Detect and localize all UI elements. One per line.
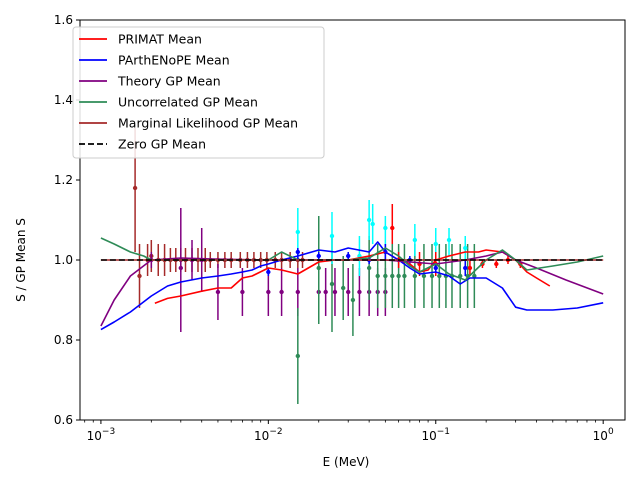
y-tick-label: 1.6 xyxy=(54,13,73,27)
y-axis-label: S / GP Mean S xyxy=(14,218,28,302)
data-point xyxy=(295,353,301,359)
x-axis-label: E (MeV) xyxy=(323,455,370,469)
data-point xyxy=(132,185,138,191)
data-point xyxy=(433,265,438,271)
data-point xyxy=(329,281,335,287)
data-point xyxy=(383,225,388,231)
data-point xyxy=(346,253,351,259)
data-point xyxy=(396,273,401,279)
data-point xyxy=(137,273,142,279)
legend-label: Uncorrelated GP Mean xyxy=(118,95,258,110)
y-tick-label: 1.2 xyxy=(54,173,73,187)
data-point xyxy=(295,229,301,235)
x-tick-exponent: 0 xyxy=(608,427,614,437)
data-point xyxy=(357,289,362,295)
data-point xyxy=(346,289,351,295)
legend-box xyxy=(72,26,325,159)
data-point xyxy=(240,289,245,295)
data-point xyxy=(366,265,372,271)
data-point xyxy=(366,217,372,223)
data-point xyxy=(295,289,301,295)
data-point xyxy=(383,273,388,279)
data-point xyxy=(316,265,321,271)
data-point xyxy=(215,289,221,295)
data-point xyxy=(421,273,427,279)
x-tick-exponent: −1 xyxy=(437,427,450,437)
series-line xyxy=(100,241,604,331)
data-point xyxy=(295,249,301,255)
data-point xyxy=(178,265,183,271)
legend-label: Marginal Likelihood GP Mean xyxy=(118,116,298,131)
legend-label: PArthENoPE Mean xyxy=(118,53,230,68)
data-point xyxy=(266,289,271,295)
y-tick-label: 1.4 xyxy=(54,93,73,107)
x-tick-exponent: −2 xyxy=(269,427,282,437)
data-point xyxy=(316,253,321,259)
plot-data xyxy=(100,128,604,404)
data-point xyxy=(390,225,395,231)
y-tick-label: 1.0 xyxy=(54,253,73,267)
data-point xyxy=(437,273,442,279)
legend-label: PRIMAT Mean xyxy=(118,32,202,47)
data-point xyxy=(332,289,338,295)
data-point xyxy=(341,285,346,291)
y-tick-label: 0.6 xyxy=(54,413,73,427)
data-point xyxy=(412,237,418,243)
data-point xyxy=(472,273,477,279)
data-point xyxy=(329,233,335,239)
data-point xyxy=(494,261,499,267)
data-point xyxy=(463,265,468,271)
legend: PRIMAT Mean PArthENoPE Mean Theory GP Mean… xyxy=(72,26,325,159)
data-point xyxy=(463,245,468,251)
data-point xyxy=(429,273,435,279)
y-tick-label: 0.8 xyxy=(54,333,73,347)
data-point xyxy=(279,289,284,295)
plot-frame xyxy=(79,19,626,421)
legend-label: Theory GP Mean xyxy=(117,74,221,89)
legend-label: Zero GP Mean xyxy=(118,137,206,152)
data-point xyxy=(323,289,328,295)
data-point xyxy=(446,237,452,243)
data-point xyxy=(370,221,375,227)
plot-area xyxy=(100,128,604,404)
data-point xyxy=(467,265,473,271)
data-point xyxy=(390,273,395,279)
data-point xyxy=(412,273,418,279)
x-tick-exponent: −3 xyxy=(102,427,115,437)
series-line xyxy=(154,249,551,304)
data-point xyxy=(375,273,380,279)
data-point xyxy=(402,273,407,279)
data-point xyxy=(266,269,271,275)
data-point xyxy=(350,297,356,303)
data-point xyxy=(433,241,438,247)
